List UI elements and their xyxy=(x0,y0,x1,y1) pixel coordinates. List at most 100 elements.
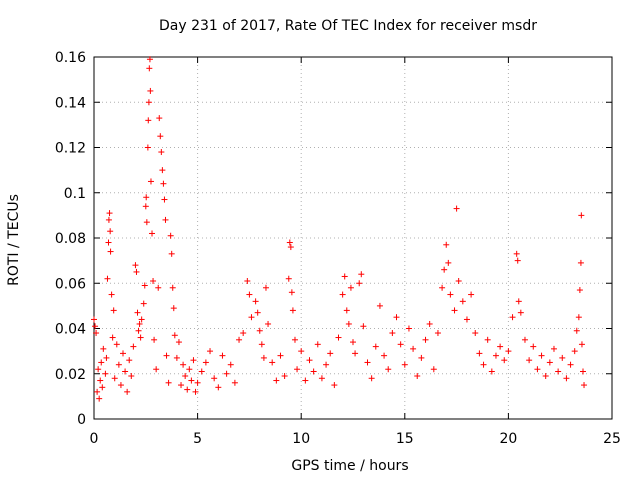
data-point xyxy=(350,339,356,346)
data-point xyxy=(137,334,144,341)
data-point xyxy=(273,377,280,384)
data-point xyxy=(288,289,295,296)
data-point xyxy=(306,357,313,364)
data-point xyxy=(170,305,177,312)
data-point xyxy=(555,368,562,375)
data-point xyxy=(132,262,139,269)
data-point xyxy=(143,219,150,226)
data-point xyxy=(445,259,452,266)
data-point xyxy=(256,327,263,334)
data-point xyxy=(240,330,247,337)
data-point xyxy=(262,284,269,291)
data-point xyxy=(372,343,379,350)
data-point xyxy=(102,370,109,377)
data-point xyxy=(113,341,120,348)
data-point xyxy=(146,65,153,72)
grid-lines xyxy=(94,57,612,419)
data-point xyxy=(248,314,255,321)
data-point xyxy=(162,216,169,223)
data-point xyxy=(161,196,168,203)
data-point xyxy=(141,282,148,289)
data-point xyxy=(215,384,222,391)
data-point xyxy=(91,316,97,323)
data-point xyxy=(397,341,404,348)
y-tick-label: 0.06 xyxy=(55,276,86,292)
data-point xyxy=(286,239,293,246)
data-point xyxy=(517,309,524,316)
data-point xyxy=(430,366,437,373)
data-point xyxy=(188,377,195,384)
data-point xyxy=(422,336,429,343)
data-point xyxy=(385,366,392,373)
data-point xyxy=(115,361,122,368)
data-point xyxy=(576,287,583,294)
data-point xyxy=(476,350,483,357)
data-point xyxy=(509,314,516,321)
data-point xyxy=(147,178,154,185)
x-tick-label: 25 xyxy=(603,431,621,447)
data-point xyxy=(459,298,466,305)
data-point xyxy=(160,180,167,187)
data-point xyxy=(97,377,104,384)
data-point xyxy=(128,373,135,380)
data-point xyxy=(534,366,541,373)
data-point xyxy=(559,354,566,361)
data-point xyxy=(108,291,115,298)
data-points xyxy=(91,56,588,402)
data-point xyxy=(184,386,191,393)
data-point xyxy=(447,291,454,298)
data-point xyxy=(175,339,182,346)
data-point xyxy=(146,56,153,63)
data-point xyxy=(106,210,113,217)
x-tick-label: 0 xyxy=(90,431,99,447)
data-point xyxy=(368,375,375,382)
data-point xyxy=(104,275,111,282)
data-point xyxy=(167,232,174,239)
data-point xyxy=(190,357,197,364)
data-point xyxy=(252,298,259,305)
data-point xyxy=(144,144,151,151)
data-point xyxy=(339,291,346,298)
data-point xyxy=(99,384,106,391)
data-point xyxy=(426,320,433,327)
data-point xyxy=(105,216,112,223)
data-point xyxy=(157,133,164,140)
data-point xyxy=(515,298,522,305)
data-point xyxy=(453,205,460,212)
x-tick-label: 10 xyxy=(292,431,310,447)
x-tick-label: 5 xyxy=(193,431,202,447)
data-point xyxy=(135,327,142,334)
data-point xyxy=(202,359,209,366)
data-point xyxy=(107,228,114,235)
data-point xyxy=(155,284,162,291)
data-point xyxy=(347,284,354,291)
data-point xyxy=(149,230,156,237)
x-tick-label: 20 xyxy=(499,431,517,447)
data-point xyxy=(343,307,350,314)
y-tick-label: 0.04 xyxy=(55,322,86,338)
data-point xyxy=(393,314,400,321)
data-point xyxy=(96,395,103,402)
data-point xyxy=(480,361,487,368)
data-point xyxy=(488,368,495,375)
data-point xyxy=(451,307,458,314)
data-point xyxy=(484,336,491,343)
data-point xyxy=(443,241,450,248)
data-point xyxy=(158,149,165,156)
data-point xyxy=(291,336,298,343)
data-point xyxy=(571,348,578,355)
data-point xyxy=(577,259,584,266)
data-point xyxy=(145,99,152,106)
x-axis-ticks: 0 5 10 15 20 25 xyxy=(90,57,621,447)
data-point xyxy=(581,382,588,389)
data-point xyxy=(138,316,145,323)
data-point xyxy=(335,334,342,341)
data-point xyxy=(151,336,158,343)
data-point xyxy=(100,345,107,352)
data-point xyxy=(180,361,187,368)
data-point xyxy=(198,368,205,375)
data-point xyxy=(573,327,580,334)
data-point xyxy=(521,336,528,343)
data-point xyxy=(147,87,154,94)
